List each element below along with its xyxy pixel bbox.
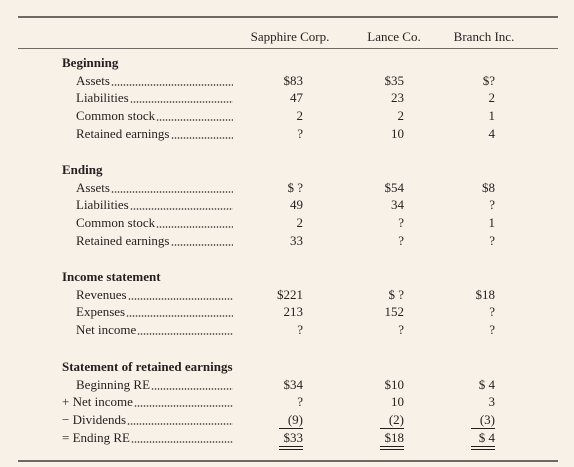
- cell-value: 1: [488, 108, 496, 124]
- cell-value: $?: [482, 72, 495, 88]
- cell-value: 3: [488, 394, 496, 410]
- row-label: Beginning RE: [76, 376, 151, 392]
- row-label: = Ending RE: [62, 429, 130, 445]
- row-label: Common stock: [76, 215, 156, 231]
- cell-value: 49: [290, 197, 303, 213]
- header-rule: [18, 48, 558, 49]
- row-label: Assets: [76, 179, 110, 195]
- cell-value: 10: [391, 394, 404, 410]
- leader-dots: [111, 190, 233, 193]
- row-label: Assets: [76, 72, 110, 88]
- row-label: Common stock: [76, 108, 156, 124]
- cell-value: (2): [380, 412, 404, 430]
- row-label: + Net income: [62, 394, 133, 410]
- leader-dots: [131, 440, 233, 443]
- row-label: Expenses: [76, 304, 126, 320]
- cell-value: 47: [290, 90, 303, 106]
- section-title: Income statement: [62, 269, 161, 284]
- cell-value: $35: [384, 72, 405, 88]
- leader-dots: [171, 243, 233, 246]
- row-label: Liabilities: [76, 90, 129, 106]
- leader-dots: [127, 423, 233, 426]
- row-label: Net income: [76, 322, 137, 338]
- cell-value: 23: [391, 90, 404, 106]
- row-label: − Dividends: [62, 412, 127, 428]
- cell-value: $34: [283, 376, 304, 392]
- section-title: Beginning: [62, 55, 119, 70]
- cell-value: $221: [277, 286, 303, 302]
- column-header: Sapphire Corp.: [250, 29, 330, 44]
- leader-dots: [130, 101, 233, 104]
- cell-value: ?: [398, 322, 404, 338]
- cell-value: $10: [384, 376, 405, 392]
- cell-value: 1: [488, 215, 496, 231]
- leader-dots: [151, 387, 233, 390]
- cell-value: 152: [384, 304, 405, 320]
- cell-value: 33: [290, 232, 303, 248]
- cell-value: ?: [297, 394, 303, 410]
- cell-value: (3): [471, 412, 495, 430]
- cell-value: 2: [296, 215, 304, 231]
- leader-dots: [171, 136, 233, 139]
- cell-value: ?: [489, 232, 495, 248]
- row-label: Retained earnings: [76, 125, 170, 141]
- cell-value: $8: [482, 179, 495, 195]
- cell-value: $ ?: [388, 286, 404, 302]
- cell-value: (9): [279, 412, 303, 430]
- cell-value: ?: [489, 322, 495, 338]
- column-header: Lance Co.: [367, 29, 421, 44]
- leader-dots: [137, 333, 233, 336]
- cell-value: 34: [391, 197, 404, 213]
- section-title: Statement of retained earnings: [62, 359, 233, 374]
- leader-dots: [128, 297, 233, 300]
- row-label: Liabilities: [76, 197, 129, 213]
- cell-value: ?: [297, 322, 303, 338]
- cell-value: ?: [297, 125, 303, 141]
- cell-value: $54: [384, 179, 405, 195]
- cell-value: 2: [397, 108, 405, 124]
- cell-value: $ 4: [471, 430, 495, 450]
- cell-value: $83: [283, 72, 304, 88]
- cell-value: $18: [380, 430, 404, 450]
- leader-dots: [126, 315, 233, 318]
- cell-value: $ 4: [478, 376, 495, 392]
- leader-dots: [130, 208, 233, 211]
- leader-dots: [134, 405, 233, 408]
- cell-value: ?: [398, 215, 404, 231]
- leader-dots: [156, 119, 233, 122]
- section-title: Ending: [62, 162, 103, 177]
- cell-value: 2: [296, 108, 304, 124]
- cell-value: $33: [279, 430, 303, 450]
- cell-value: $18: [475, 286, 496, 302]
- cell-value: 10: [391, 125, 404, 141]
- top-rule: [18, 16, 558, 18]
- cell-value: 2: [488, 90, 496, 106]
- cell-value: ?: [489, 304, 495, 320]
- cell-value: ?: [489, 197, 495, 213]
- cell-value: $ ?: [287, 179, 303, 195]
- column-header: Branch Inc.: [453, 29, 515, 44]
- leader-dots: [156, 226, 233, 229]
- cell-value: 213: [283, 304, 304, 320]
- leader-dots: [111, 83, 233, 86]
- bottom-rule: [18, 460, 558, 462]
- cell-value: 4: [488, 125, 496, 141]
- cell-value: ?: [398, 232, 404, 248]
- row-label: Retained earnings: [76, 232, 170, 248]
- row-label: Revenues: [76, 286, 127, 302]
